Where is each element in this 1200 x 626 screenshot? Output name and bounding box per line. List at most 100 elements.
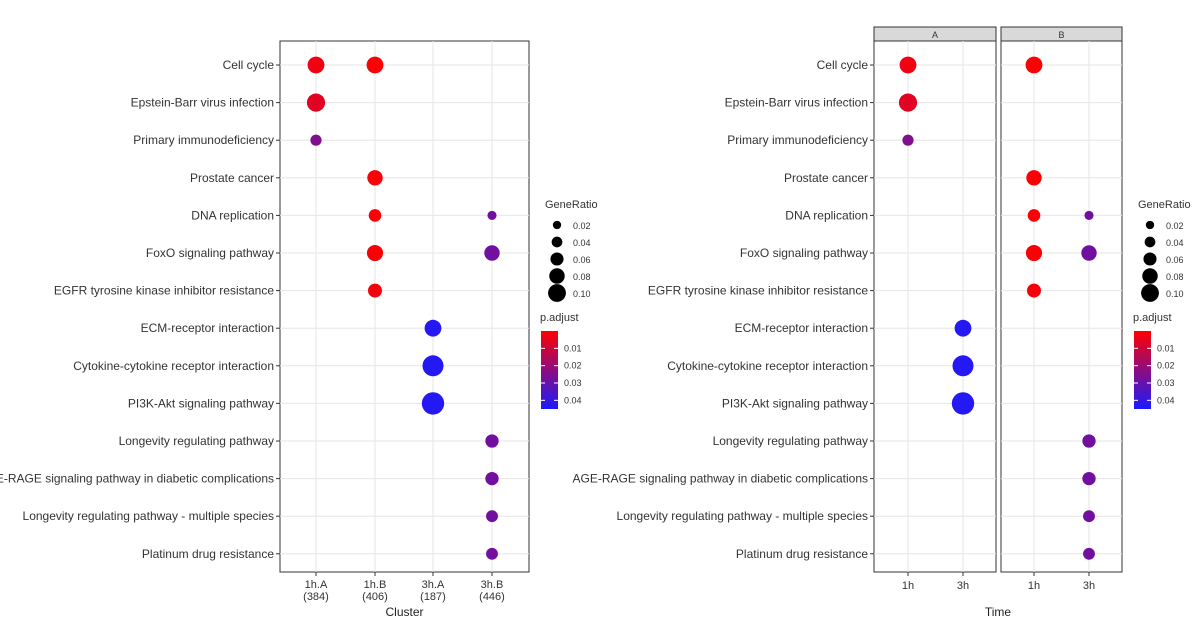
y-tick-label-dna-replication: DNA replication xyxy=(191,208,274,222)
y-tick-label-dna-replication: DNA replication xyxy=(785,208,868,222)
x-tick-label-1h-b-406: 1h.B (406) xyxy=(362,579,388,603)
point-pi3k-akt-signaling-pathway-3h-a-187 xyxy=(421,392,445,415)
y-tick-label-cell-cycle: Cell cycle xyxy=(817,58,869,72)
size-legend-label-3: 0.08 xyxy=(1166,272,1184,282)
x-tick-label-3h-b-446: 3h.B (446) xyxy=(479,579,505,603)
y-tick-label-cytokine-cytokine-receptor-interaction: Cytokine-cytokine receptor interaction xyxy=(667,359,868,373)
point-ecm-receptor-interaction-3h-a-187 xyxy=(424,319,442,337)
y-tick-label-pi3k-akt-signaling-pathway: PI3K-Akt signaling pathway xyxy=(722,396,868,410)
point-b-prostate-cancer-1h xyxy=(1026,170,1042,186)
color-legend-label-2: 0.03 xyxy=(564,378,582,388)
x-axis-title-right: Time xyxy=(985,605,1012,619)
point-platinum-drug-resistance-3h-b-446 xyxy=(486,547,498,560)
point-a-cell-cycle-1h xyxy=(899,56,917,74)
point-longevity-regulating-pathway-3h-b-446 xyxy=(485,434,499,448)
color-legend-title: p.adjust xyxy=(540,312,579,324)
point-prostate-cancer-1h-b-406 xyxy=(367,170,383,186)
color-legend-bar xyxy=(541,331,558,409)
y-tick-label-primary-immunodeficiency: Primary immunodeficiency xyxy=(133,133,274,147)
color-legend-label-3: 0.04 xyxy=(564,395,582,405)
point-b-foxo-signaling-pathway-1h xyxy=(1025,244,1043,262)
point-age-rage-signaling-pathway-in-diabetic-complications-3h-b-446 xyxy=(485,471,499,486)
color-legend-label-1: 0.02 xyxy=(564,361,582,371)
dot-plot-faceted-time: A 1h 3h B 1h 3h Cell cycle Epstein-Barr virus i… xyxy=(573,26,1191,619)
color-legend-label-0: 0.01 xyxy=(1157,343,1175,353)
color-legend-title: p.adjust xyxy=(1133,312,1172,324)
y-tick-label-foxo-signaling-pathway: FoxO signaling pathway xyxy=(740,246,868,260)
y-tick-label-pi3k-akt-signaling-pathway: PI3K-Akt signaling pathway xyxy=(128,396,274,410)
point-b-dna-replication-3h xyxy=(1084,210,1094,220)
point-b-dna-replication-1h xyxy=(1027,209,1041,222)
size-legend-dot-2 xyxy=(1143,252,1157,266)
point-b-age-rage-signaling-pathway-in-diabetic-complications-3h xyxy=(1082,471,1096,486)
x-tick-label-a-1h: 1h xyxy=(902,580,914,592)
facet-label-b: B xyxy=(1058,30,1064,40)
y-tick-label-epstein-barr-virus-infection: Epstein-Barr virus infection xyxy=(131,96,274,110)
y-tick-label-longevity-regulating-pathway-multiple-species: Longevity regulating pathway - multiple … xyxy=(23,509,274,523)
y-tick-label-foxo-signaling-pathway: FoxO signaling pathway xyxy=(146,246,274,260)
point-b-longevity-regulating-pathway-3h xyxy=(1082,434,1096,448)
size-legend-dot-3 xyxy=(1142,268,1158,284)
y-tick-label-egfr-tyrosine-kinase-inhibitor-resistance: EGFR tyrosine kinase inhibitor resistanc… xyxy=(54,284,274,298)
point-a-pi3k-akt-signaling-pathway-3h xyxy=(951,392,975,415)
y-tick-label-longevity-regulating-pathway: Longevity regulating pathway xyxy=(713,434,868,448)
y-tick-label-ecm-receptor-interaction: ECM-receptor interaction xyxy=(735,321,868,335)
size-legend-dot-3 xyxy=(549,268,565,284)
size-legend-dot-0 xyxy=(552,220,562,230)
color-legend-label-1: 0.02 xyxy=(1157,361,1175,371)
point-a-epstein-barr-virus-infection-1h xyxy=(898,93,918,112)
x-axis-title: Cluster xyxy=(385,605,423,619)
y-tick-label-egfr-tyrosine-kinase-inhibitor-resistance: EGFR tyrosine kinase inhibitor resistanc… xyxy=(648,284,868,298)
point-egfr-tyrosine-kinase-inhibitor-resistance-1h-b-406 xyxy=(368,283,382,298)
color-legend-label-3: 0.04 xyxy=(1157,395,1175,405)
x-tick-label-b-1h: 1h xyxy=(1028,580,1040,592)
point-cytokine-cytokine-receptor-interaction-3h-a-187 xyxy=(422,355,444,377)
dot-plot-cluster: Cell cycle Epstein-Barr virus infection Pr… xyxy=(0,40,598,619)
y-tick-label-epstein-barr-virus-infection: Epstein-Barr virus infection xyxy=(725,96,868,110)
y-tick-label-platinum-drug-resistance: Platinum drug resistance xyxy=(736,547,868,561)
color-legend-label-2: 0.03 xyxy=(1157,378,1175,388)
point-dna-replication-3h-b-446 xyxy=(487,210,497,220)
point-cell-cycle-1h-b-406 xyxy=(366,56,384,74)
y-tick-label-prostate-cancer: Prostate cancer xyxy=(784,171,868,185)
size-legend-label-2: 0.06 xyxy=(573,255,591,265)
y-tick-label-longevity-regulating-pathway-multiple-species: Longevity regulating pathway - multiple … xyxy=(617,509,868,523)
point-dna-replication-1h-b-406 xyxy=(368,209,382,222)
size-legend-dot-4 xyxy=(1141,284,1159,302)
color-legend-label-0: 0.01 xyxy=(564,343,582,353)
point-b-foxo-signaling-pathway-3h xyxy=(1081,245,1097,261)
point-foxo-signaling-pathway-3h-b-446 xyxy=(484,245,500,261)
point-epstein-barr-virus-infection-1h-a-384 xyxy=(306,93,326,112)
point-a-cytokine-cytokine-receptor-interaction-3h xyxy=(952,355,974,377)
size-legend-title: GeneRatio xyxy=(545,199,598,211)
size-legend-label-4: 0.10 xyxy=(1166,289,1184,299)
point-b-egfr-tyrosine-kinase-inhibitor-resistance-1h xyxy=(1027,283,1041,298)
y-tick-label-cytokine-cytokine-receptor-interaction: Cytokine-cytokine receptor interaction xyxy=(73,359,274,373)
y-tick-label-primary-immunodeficiency: Primary immunodeficiency xyxy=(727,133,868,147)
point-cell-cycle-1h-a-384 xyxy=(307,56,325,74)
point-b-cell-cycle-1h xyxy=(1025,56,1043,74)
point-b-platinum-drug-resistance-3h xyxy=(1083,547,1095,560)
x-tick-label-3h-a-187: 3h.A (187) xyxy=(420,579,446,603)
size-legend-label-3: 0.08 xyxy=(573,272,591,282)
size-legend-label-0: 0.02 xyxy=(573,221,591,231)
size-legend-dot-0 xyxy=(1145,220,1155,230)
size-legend-dot-4 xyxy=(548,284,566,302)
y-tick-label-platinum-drug-resistance: Platinum drug resistance xyxy=(142,547,274,561)
facet-label-a: A xyxy=(932,30,938,40)
point-foxo-signaling-pathway-1h-b-406 xyxy=(366,244,384,262)
size-legend-label-4: 0.10 xyxy=(573,289,591,299)
y-tick-label-age-rage-signaling-pathway-in-diabetic-complications: AGE-RAGE signaling pathway in diabetic c… xyxy=(0,472,274,486)
point-a-ecm-receptor-interaction-3h xyxy=(954,319,972,337)
x-tick-label-a-3h: 3h xyxy=(957,580,969,592)
color-legend-bar xyxy=(1134,331,1151,409)
y-tick-label-prostate-cancer: Prostate cancer xyxy=(190,171,274,185)
point-longevity-regulating-pathway-multiple-species-3h-b-446 xyxy=(486,510,498,523)
point-a-primary-immunodeficiency-1h xyxy=(902,134,914,146)
y-tick-label-cell-cycle: Cell cycle xyxy=(223,58,275,72)
y-tick-label-ecm-receptor-interaction: ECM-receptor interaction xyxy=(141,321,274,335)
point-primary-immunodeficiency-1h-a-384 xyxy=(310,134,322,146)
y-tick-label-age-rage-signaling-pathway-in-diabetic-complications: AGE-RAGE signaling pathway in diabetic c… xyxy=(573,472,868,486)
x-tick-label-b-3h: 3h xyxy=(1083,580,1095,592)
